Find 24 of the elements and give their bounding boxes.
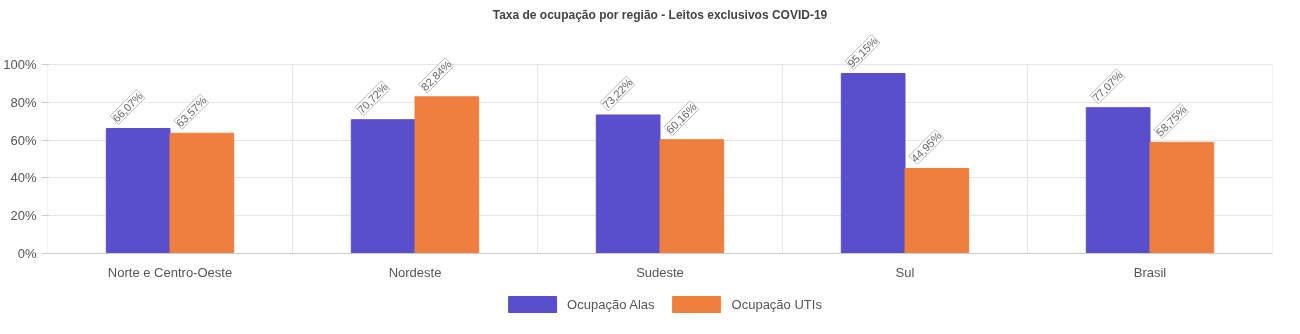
bar: [659, 139, 725, 254]
x-tick-label: Norte e Centro-Oeste: [107, 264, 233, 280]
y-tick-label: 80%: [10, 94, 37, 110]
bar: [1085, 107, 1151, 254]
legend-label: Ocupação UTIs: [731, 296, 822, 312]
x-tick-label: Brasil: [1133, 264, 1167, 280]
y-tick-label: 40%: [10, 170, 37, 186]
y-tick-label: 20%: [10, 208, 37, 224]
chart-title: Taxa de ocupação por região - Leitos exclusivos COVID-19: [492, 7, 828, 22]
bar: [169, 132, 235, 254]
bar: [1149, 141, 1215, 254]
bar: [414, 96, 480, 254]
y-tick-label: 60%: [10, 132, 37, 148]
legend-label: Ocupação Alas: [567, 296, 655, 312]
y-tick-label: 100%: [3, 56, 37, 72]
x-tick-label: Nordeste: [388, 264, 442, 280]
x-tick-label: Sudeste: [636, 264, 684, 280]
y-tick-label: 0%: [17, 246, 37, 261]
bar: [595, 114, 661, 254]
bar: [105, 128, 171, 254]
bar: [350, 119, 416, 254]
x-tick-label: Sul: [895, 264, 915, 280]
bar: [840, 73, 906, 254]
bar: [904, 167, 970, 254]
